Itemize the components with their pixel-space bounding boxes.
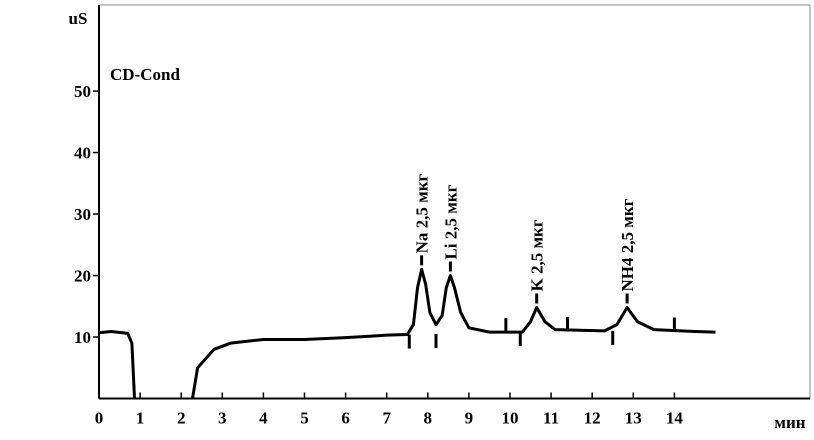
x-tick-label: 5 <box>300 409 309 428</box>
y-tick-label: 50 <box>74 82 91 101</box>
x-tick-label: 11 <box>543 409 559 428</box>
chart-title: CD-Cond <box>110 65 180 84</box>
peak-label: Na 2,5 мкг <box>413 173 432 253</box>
x-tick-label: 13 <box>625 409 642 428</box>
x-tick-label: 10 <box>501 409 518 428</box>
x-tick-label: 6 <box>341 409 350 428</box>
peak-label: Li 2,5 мкг <box>441 184 460 259</box>
y-axis-label: uS <box>69 9 88 28</box>
y-tick-label: 30 <box>74 205 91 224</box>
y-tick-label: 40 <box>74 144 91 163</box>
peak-label: K 2,5 мкг <box>528 219 547 291</box>
x-tick-label: 7 <box>382 409 391 428</box>
x-tick-label: 0 <box>95 409 104 428</box>
x-tick-label: 4 <box>259 409 268 428</box>
y-tick-label: 20 <box>74 267 91 286</box>
trace-line <box>99 267 716 399</box>
x-tick-label: 12 <box>584 409 601 428</box>
y-tick-label: 10 <box>74 328 91 347</box>
x-tick-label: 9 <box>465 409 474 428</box>
x-tick-label: 8 <box>424 409 433 428</box>
x-axis-label: мин <box>774 413 805 432</box>
x-tick-label: 2 <box>177 409 186 428</box>
x-tick-label: 14 <box>666 409 684 428</box>
x-tick-label: 1 <box>136 409 145 428</box>
peak-label: NH4 2,5 мкг <box>618 198 637 291</box>
x-tick-label: 3 <box>218 409 227 428</box>
